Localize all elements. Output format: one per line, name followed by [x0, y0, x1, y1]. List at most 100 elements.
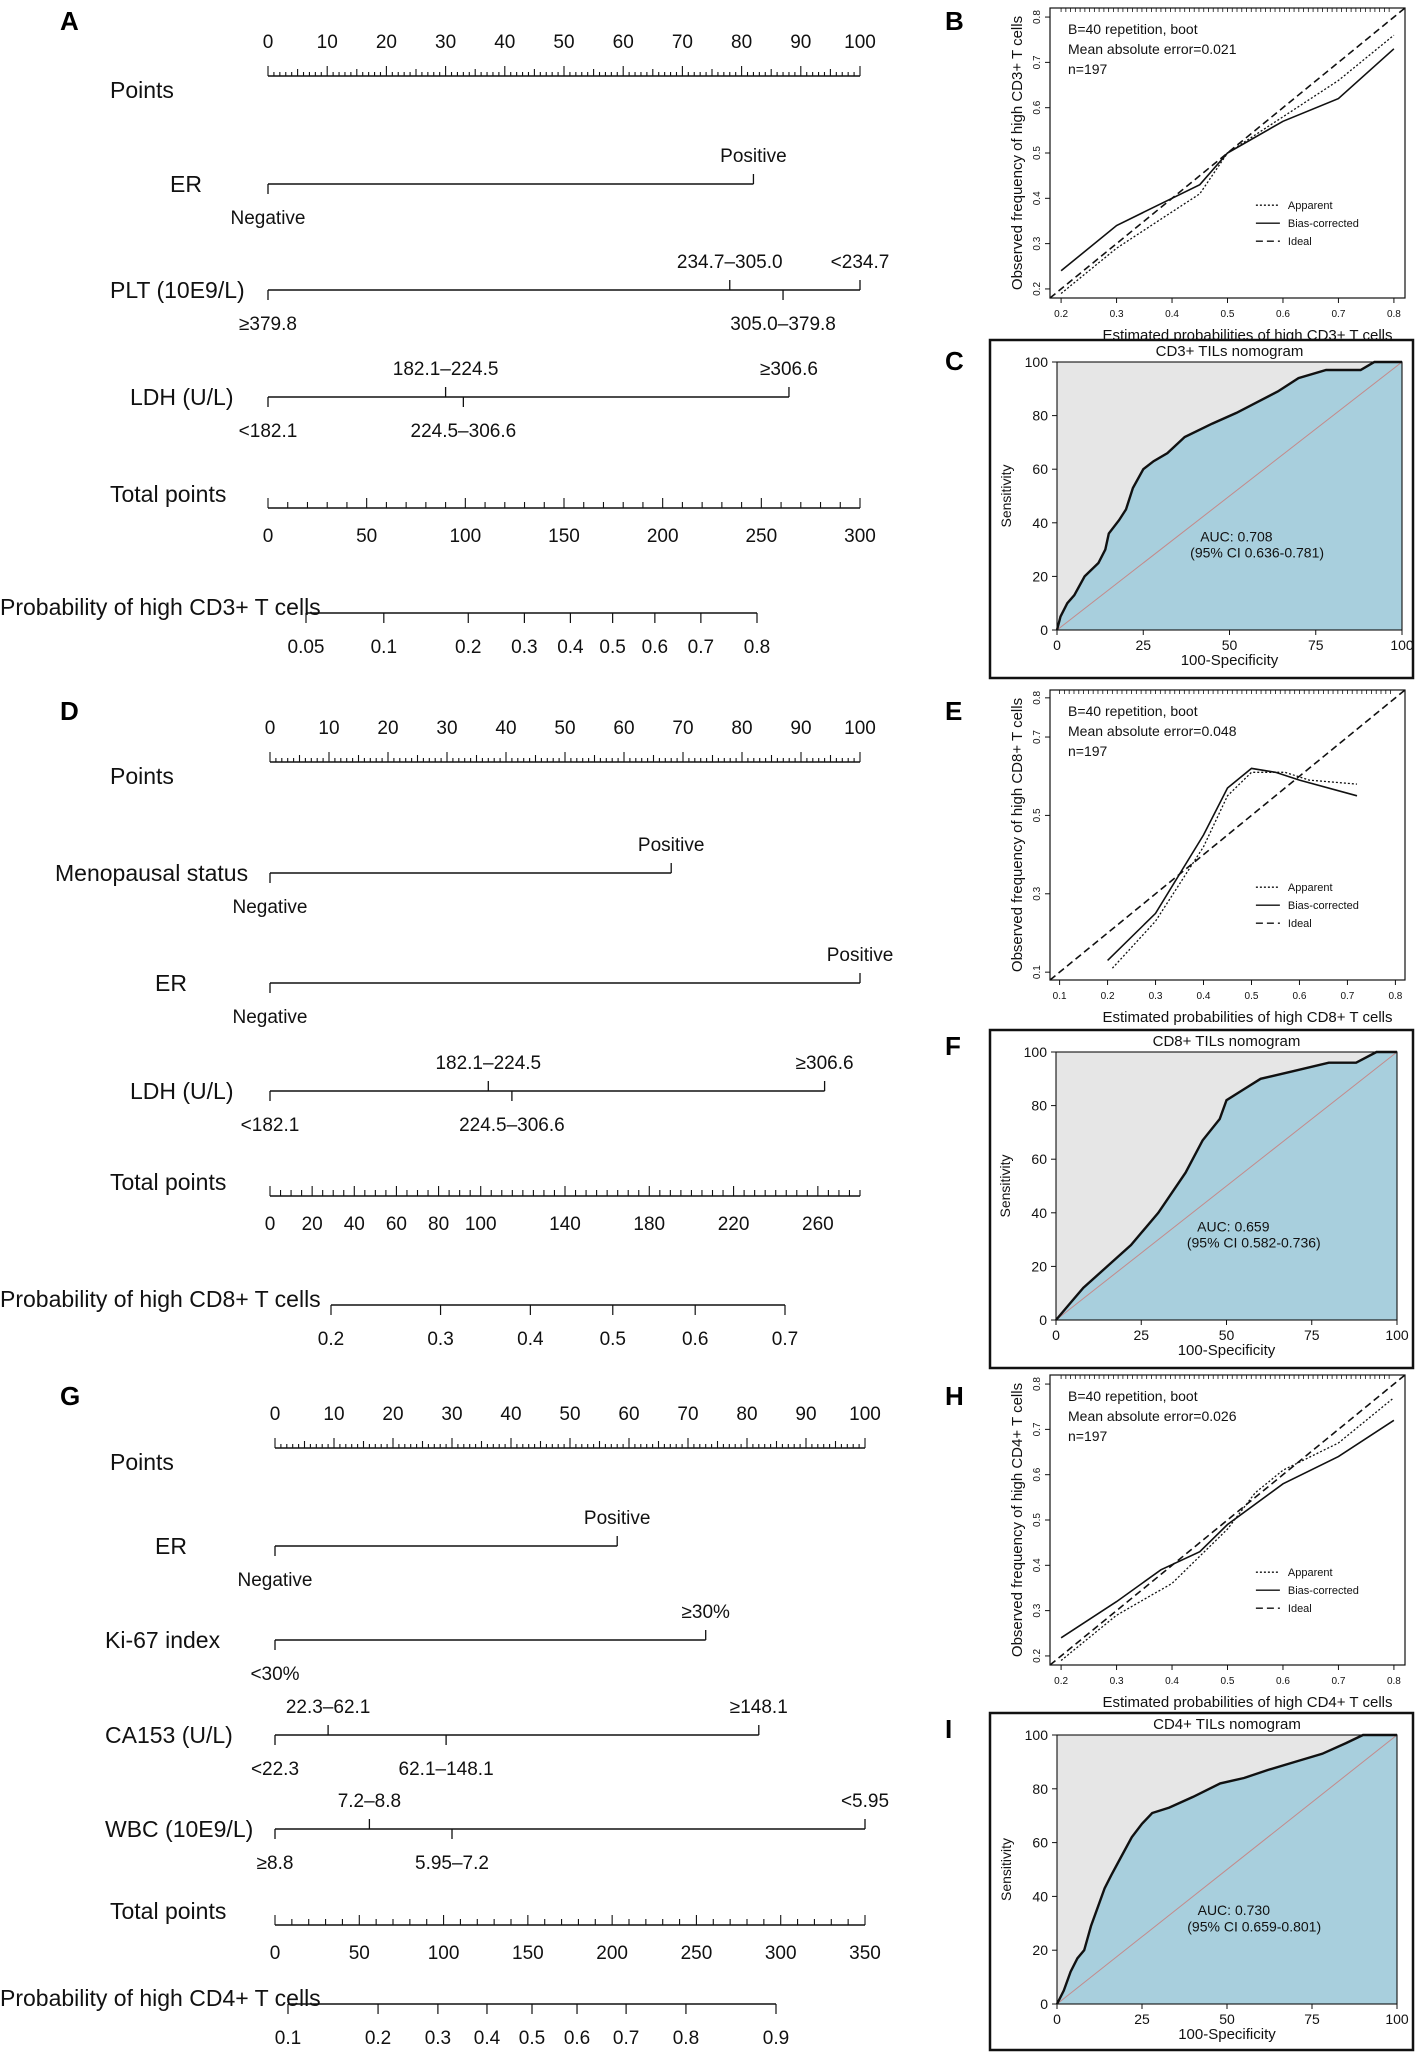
total-tick-label: 80 [428, 1214, 449, 1235]
y-tick-label: 100 [1024, 1044, 1048, 1060]
calibration-annotation: Mean absolute error=0.048 [1068, 723, 1237, 739]
x-tick-label: 0.6 [1276, 1676, 1290, 1687]
total-tick-label: 150 [548, 526, 580, 547]
points-tick-label: 60 [613, 718, 634, 739]
auc-label: AUC: 0.659 [1197, 1219, 1270, 1235]
points-tick-label: 0 [265, 718, 276, 739]
level-label: ≥8.8 [257, 1853, 294, 1874]
level-label: Positive [827, 945, 894, 966]
y-tick-label: 0.7 [1032, 730, 1043, 744]
points-tick-label: 100 [849, 1404, 881, 1425]
probability-tick-label: 0.6 [642, 637, 668, 658]
y-tick-label: 0.7 [1032, 55, 1043, 69]
y-tick-label: 80 [1032, 1781, 1048, 1797]
total-tick-label: 50 [356, 526, 377, 547]
calibration-annotation: B=40 repetition, boot [1068, 703, 1198, 719]
probability-tick-label: 0.5 [519, 2028, 545, 2049]
y-axis-label: Observed frequency of high CD4+ T cells [1009, 1383, 1026, 1657]
panel-letter-I: I [945, 1714, 952, 1744]
points-tick-label: 30 [435, 32, 456, 53]
total-points-label: Total points [110, 481, 226, 507]
level-label: ≥148.1 [730, 1697, 788, 1718]
x-tick-label: 0.5 [1221, 309, 1235, 320]
total-tick-label: 60 [386, 1214, 407, 1235]
x-axis-label: 100-Specificity [1178, 2026, 1276, 2043]
level-label: Negative [238, 1570, 313, 1591]
legend-label: Bias-corrected [1288, 900, 1359, 912]
y-tick-label: 0 [1040, 622, 1048, 638]
points-tick-label: 80 [736, 1404, 757, 1425]
level-label: Positive [638, 835, 705, 856]
probability-tick-label: 0.3 [511, 637, 537, 658]
total-tick-label: 40 [344, 1214, 365, 1235]
variable-label: LDH (U/L) [130, 384, 234, 410]
y-tick-label: 0.4 [1032, 1558, 1043, 1572]
x-tick-label: 50 [1219, 2011, 1235, 2027]
level-label: Negative [233, 1007, 308, 1028]
roc-title: CD3+ TILs nomogram [1156, 343, 1304, 360]
y-tick-label: 0.3 [1032, 236, 1043, 250]
legend-label: Bias-corrected [1288, 1585, 1359, 1597]
x-tick-label: 0.4 [1197, 991, 1211, 1002]
probability-tick-label: 0.2 [365, 2028, 391, 2049]
x-tick-label: 0.8 [1388, 991, 1402, 1002]
level-label: ≥306.6 [796, 1053, 854, 1074]
x-tick-label: 0.3 [1110, 309, 1124, 320]
calibration-annotation: n=197 [1068, 1428, 1108, 1444]
probability-tick-label: 0.2 [455, 637, 481, 658]
y-axis-label: Observed frequency of high CD3+ T cells [1009, 16, 1026, 290]
y-tick-label: 40 [1032, 1888, 1048, 1904]
probability-tick-label: 0.8 [673, 2028, 699, 2049]
x-tick-label: 25 [1135, 637, 1151, 653]
level-label: 182.1–224.5 [435, 1053, 541, 1074]
total-tick-label: 250 [745, 526, 777, 547]
x-tick-label: 0.7 [1331, 309, 1345, 320]
roc-title: CD8+ TILs nomogram [1153, 1033, 1301, 1050]
x-tick-label: 100 [1385, 1327, 1409, 1343]
points-tick-label: 20 [377, 718, 398, 739]
calibration-panel-B: 0.2 0.3 0.4 0.5 0.6 0.7 0.8 0.2 0.3 0.4 0.5 0.6 0.7 0… [1009, 7, 1406, 344]
total-tick-label: 0 [265, 1214, 276, 1235]
reference-diagonal [1056, 361, 1403, 631]
y-tick-label: 0.8 [1032, 1377, 1043, 1391]
points-tick-label: 0 [270, 1404, 281, 1425]
y-tick-label: 0.8 [1032, 690, 1043, 704]
variable-label: ER [155, 1533, 187, 1559]
variable-label: Ki-67 index [105, 1627, 221, 1653]
x-axis-label: 100-Specificity [1178, 1342, 1276, 1359]
calibration-annotation: Mean absolute error=0.021 [1068, 41, 1237, 57]
points-tick-label: 40 [494, 32, 515, 53]
y-tick-label: 0.4 [1032, 191, 1043, 205]
probability-tick-label: 0.1 [275, 2028, 301, 2049]
legend-label: Ideal [1288, 236, 1312, 248]
level-label: ≥379.8 [239, 314, 297, 335]
total-points-label: Total points [110, 1898, 226, 1924]
probability-tick-label: 0.4 [557, 637, 584, 658]
points-tick-label: 90 [790, 32, 811, 53]
points-tick-label: 50 [554, 718, 575, 739]
x-tick-label: 100 [1385, 2011, 1409, 2027]
y-tick-label: 0 [1039, 1312, 1047, 1328]
x-tick-label: 0.7 [1331, 1676, 1345, 1687]
points-tick-label: 80 [731, 32, 752, 53]
total-tick-label: 300 [765, 1943, 797, 1964]
ci-label: (95% CI 0.582-0.736) [1187, 1235, 1321, 1251]
x-tick-label: 75 [1304, 2011, 1320, 2027]
total-tick-label: 260 [802, 1214, 834, 1235]
y-tick-label: 20 [1032, 568, 1048, 584]
probability-tick-label: 0.7 [688, 637, 714, 658]
total-tick-label: 150 [512, 1943, 544, 1964]
y-tick-label: 60 [1031, 1151, 1047, 1167]
x-tick-label: 0 [1052, 1327, 1060, 1343]
x-axis-label: 100-Specificity [1181, 652, 1279, 669]
legend-label: Apparent [1288, 200, 1333, 212]
roc-panel-I: 0 25 50 75 100 0 20 40 60 80 100 CD4+ TILs nomogram… [988, 1711, 1415, 2052]
calibration-annotation: Mean absolute error=0.026 [1068, 1408, 1237, 1424]
legend-label: Ideal [1288, 1603, 1312, 1615]
level-label: 224.5–306.6 [459, 1115, 565, 1136]
x-tick-label: 0 [1053, 637, 1061, 653]
apparent-line [1111, 771, 1358, 969]
level-label: 224.5–306.6 [411, 421, 517, 442]
x-tick-label: 75 [1304, 1327, 1320, 1343]
